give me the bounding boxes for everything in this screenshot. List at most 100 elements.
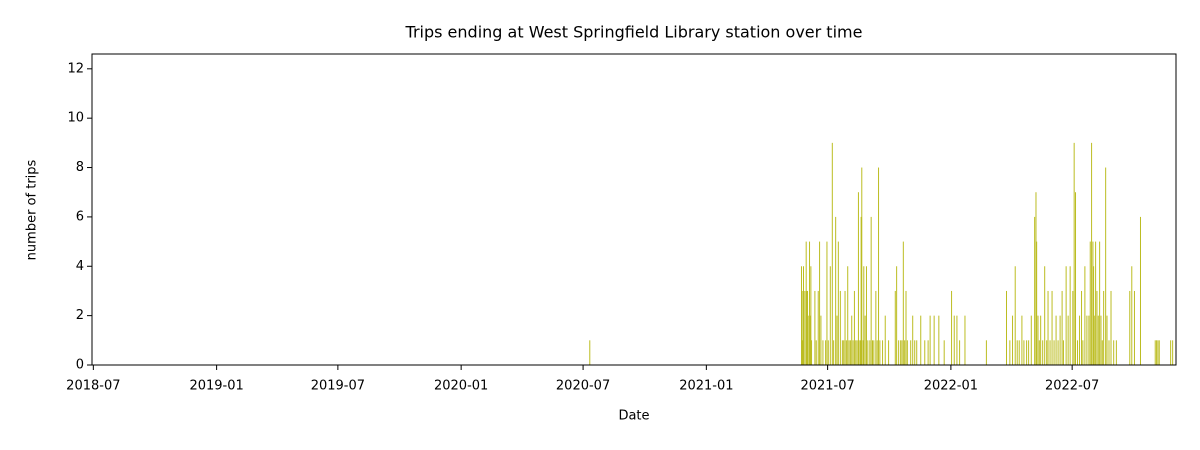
bar [869, 340, 871, 365]
bar [898, 340, 900, 365]
bar [1036, 241, 1038, 365]
bar [894, 290, 896, 365]
bar [843, 340, 845, 365]
bar [856, 340, 858, 365]
bar [836, 315, 838, 365]
bar [1170, 340, 1172, 365]
y-tick-label: 6 [76, 209, 84, 224]
bar [860, 216, 862, 365]
bar [837, 241, 839, 365]
bar [1012, 315, 1014, 365]
bar [1040, 315, 1042, 365]
bar [826, 241, 828, 365]
bar [1016, 340, 1018, 365]
bar [964, 315, 966, 365]
bar [833, 340, 835, 365]
bar [810, 266, 812, 365]
bar [1037, 315, 1039, 365]
bar [904, 340, 906, 365]
bar [900, 340, 902, 365]
bar [920, 315, 922, 365]
bar [896, 266, 898, 365]
bar [811, 340, 813, 365]
bar [1053, 340, 1055, 365]
bar [985, 340, 987, 365]
bar [814, 290, 816, 365]
bar [1156, 340, 1158, 365]
bar [807, 315, 809, 365]
bar [851, 315, 853, 365]
bar [827, 340, 829, 365]
bar [1110, 290, 1112, 365]
bar [1055, 315, 1057, 365]
bar [847, 266, 849, 365]
bar [1133, 290, 1135, 365]
bar [1065, 266, 1067, 365]
bar [956, 315, 958, 365]
bar [959, 340, 961, 365]
bar [806, 290, 808, 365]
bar [1097, 315, 1099, 365]
bar [927, 340, 929, 365]
bar [801, 290, 803, 365]
x-tick-label: 2019-01 [189, 379, 243, 394]
y-tick-label: 4 [76, 259, 84, 274]
bar [825, 340, 827, 365]
bar [888, 340, 890, 365]
bar [1061, 290, 1063, 365]
bar [1062, 340, 1064, 365]
bar [1103, 290, 1105, 365]
bar [872, 340, 874, 365]
bar [953, 315, 955, 365]
bar [1093, 266, 1095, 365]
bar [1028, 340, 1030, 365]
bar [916, 340, 918, 365]
bar [858, 340, 860, 365]
x-tick-label: 2021-07 [800, 379, 854, 394]
bar [1091, 142, 1093, 365]
bar [865, 266, 867, 365]
bar [809, 315, 811, 365]
y-tick-label: 2 [76, 308, 84, 323]
bar [1035, 192, 1037, 365]
bar [875, 290, 877, 365]
bar [870, 216, 872, 365]
bar [861, 167, 863, 365]
bar [1077, 340, 1079, 365]
bar [849, 340, 851, 365]
bar [1158, 340, 1160, 365]
bar [802, 340, 804, 365]
bar [839, 290, 841, 365]
bar [1014, 266, 1016, 365]
bar [862, 340, 864, 365]
bar [1154, 340, 1156, 365]
bar [1139, 216, 1141, 365]
bar [1113, 340, 1115, 365]
x-tick-label: 2020-01 [434, 379, 488, 394]
bar [1047, 290, 1049, 365]
bar [906, 340, 908, 365]
bar [853, 290, 855, 365]
bar [1038, 340, 1040, 365]
bar [807, 290, 809, 365]
bar [1026, 340, 1028, 365]
bar [1018, 340, 1020, 365]
bar [1021, 315, 1023, 365]
bar [844, 290, 846, 365]
bar [845, 340, 847, 365]
bar [803, 266, 805, 365]
bar [924, 340, 926, 365]
bar [882, 340, 884, 365]
bar [1081, 290, 1083, 365]
bar [1093, 315, 1095, 365]
bar [1131, 266, 1133, 365]
bar [1049, 340, 1051, 365]
bar [809, 241, 811, 365]
x-tick-label: 2019-07 [311, 379, 365, 394]
bar [905, 290, 907, 365]
bar [822, 340, 824, 365]
bar [829, 266, 831, 365]
bar [1059, 315, 1061, 365]
bar [938, 315, 940, 365]
bar [1172, 340, 1174, 365]
